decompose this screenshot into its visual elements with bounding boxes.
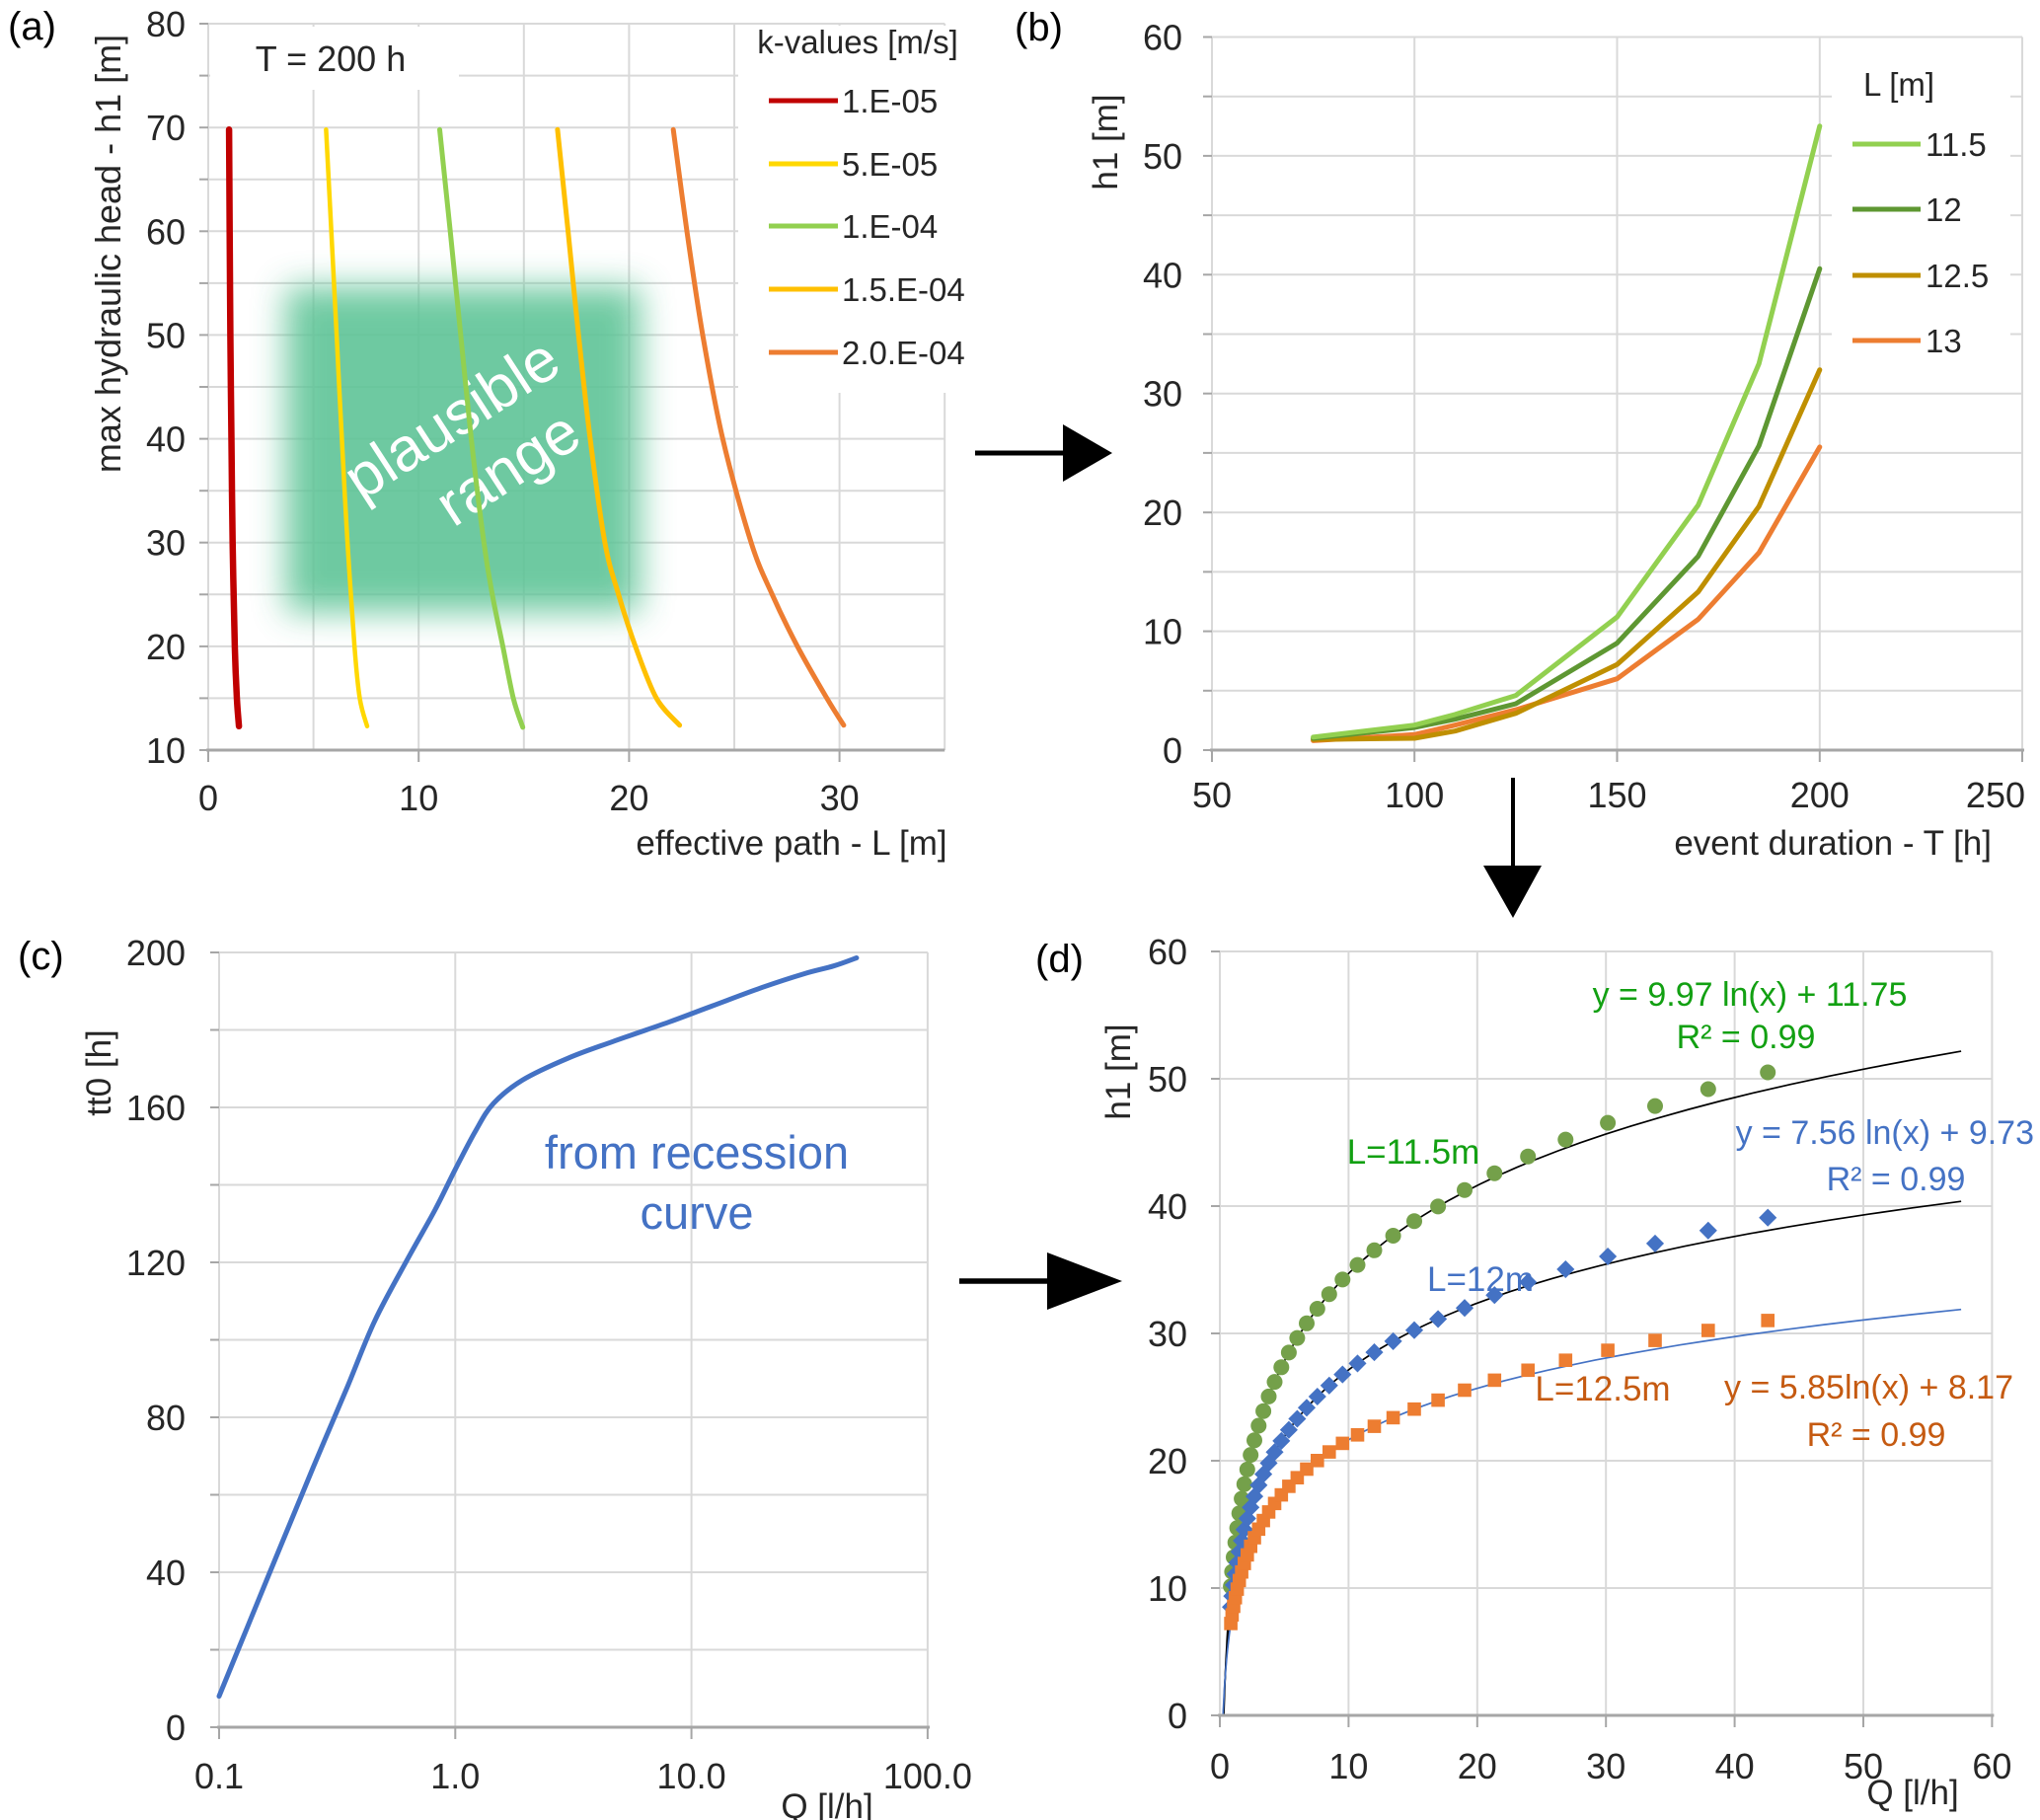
svg-text:curve: curve <box>641 1186 754 1239</box>
svg-text:12.5: 12.5 <box>1926 258 1989 294</box>
svg-text:50: 50 <box>1844 1746 1883 1786</box>
svg-text:60: 60 <box>1143 18 1182 58</box>
svg-text:h1 [m]: h1 [m] <box>1099 1024 1138 1119</box>
svg-text:10: 10 <box>399 778 438 818</box>
svg-text:12: 12 <box>1926 191 1962 228</box>
svg-text:0: 0 <box>198 778 218 818</box>
svg-text:50: 50 <box>1143 136 1182 177</box>
svg-text:200: 200 <box>1790 775 1850 815</box>
svg-text:1.0: 1.0 <box>430 1756 480 1796</box>
svg-text:1.E-04: 1.E-04 <box>842 208 938 245</box>
svg-text:tt0 [h]: tt0 [h] <box>80 1029 118 1116</box>
svg-text:R² = 0.99: R² = 0.99 <box>1677 1019 1816 1056</box>
svg-text:y = 9.97 ln(x) + 11.75: y = 9.97 ln(x) + 11.75 <box>1593 976 1908 1014</box>
svg-text:20: 20 <box>1458 1746 1497 1786</box>
svg-text:effective path - L [m]: effective path - L [m] <box>636 824 946 863</box>
svg-text:10.0: 10.0 <box>657 1756 726 1796</box>
svg-text:40: 40 <box>146 419 186 460</box>
svg-text:40: 40 <box>1148 1186 1187 1227</box>
svg-text:1.E-05: 1.E-05 <box>842 83 938 119</box>
svg-text:10: 10 <box>146 730 186 771</box>
svg-text:160: 160 <box>126 1088 186 1128</box>
svg-text:y = 5.85ln(x) + 8.17: y = 5.85ln(x) + 8.17 <box>1724 1369 2013 1406</box>
svg-text:(d): (d) <box>1035 938 1084 981</box>
svg-text:20: 20 <box>609 778 648 818</box>
svg-text:80: 80 <box>146 4 186 44</box>
svg-text:80: 80 <box>146 1398 186 1438</box>
svg-text:0: 0 <box>166 1707 186 1748</box>
svg-text:30: 30 <box>1148 1314 1187 1354</box>
svg-text:10: 10 <box>1148 1568 1187 1609</box>
svg-text:2.0.E-04: 2.0.E-04 <box>842 335 965 371</box>
svg-text:150: 150 <box>1587 775 1646 815</box>
svg-text:100: 100 <box>1385 775 1444 815</box>
svg-text:50: 50 <box>146 315 186 355</box>
svg-text:10: 10 <box>1328 1746 1368 1786</box>
svg-text:1.5.E-04: 1.5.E-04 <box>842 271 965 308</box>
svg-text:0.1: 0.1 <box>194 1756 244 1796</box>
svg-text:max hydraulic head - h1 [m]: max hydraulic head - h1 [m] <box>88 35 128 473</box>
svg-text:L [m]: L [m] <box>1863 66 1934 103</box>
svg-text:R² = 0.99: R² = 0.99 <box>1807 1416 1946 1454</box>
svg-text:60: 60 <box>1148 932 1187 972</box>
svg-text:h1 [m]: h1 [m] <box>1087 94 1125 190</box>
svg-text:120: 120 <box>126 1243 186 1283</box>
svg-text:13: 13 <box>1926 323 1962 359</box>
svg-text:T = 200 h: T = 200 h <box>256 38 406 79</box>
svg-text:40: 40 <box>1143 255 1182 295</box>
svg-text:R² = 0.99: R² = 0.99 <box>1827 1161 1966 1198</box>
svg-text:200: 200 <box>126 933 186 973</box>
svg-text:50: 50 <box>1192 775 1232 815</box>
svg-text:(c): (c) <box>18 935 64 978</box>
svg-text:Q [l/h]: Q [l/h] <box>1866 1774 1958 1812</box>
svg-text:L=12.5m: L=12.5m <box>1535 1370 1670 1408</box>
svg-text:40: 40 <box>1715 1746 1755 1786</box>
svg-text:event duration - T [h]: event duration - T [h] <box>1674 824 1992 863</box>
svg-text:30: 30 <box>820 778 860 818</box>
svg-text:40: 40 <box>146 1553 186 1593</box>
svg-text:20: 20 <box>146 627 186 667</box>
svg-text:60: 60 <box>1972 1746 2011 1786</box>
svg-text:250: 250 <box>1966 775 2025 815</box>
svg-text:10: 10 <box>1143 612 1182 652</box>
svg-text:5.E-05: 5.E-05 <box>842 146 938 183</box>
svg-text:30: 30 <box>1586 1746 1625 1786</box>
svg-text:k-values [m/s]: k-values [m/s] <box>757 24 958 60</box>
svg-text:20: 20 <box>1143 493 1182 533</box>
svg-text:70: 70 <box>146 108 186 148</box>
svg-text:Q [l/h]: Q [l/h] <box>781 1787 872 1820</box>
svg-text:(b): (b) <box>1015 6 1063 49</box>
svg-text:50: 50 <box>1148 1059 1187 1100</box>
svg-text:L=11.5m: L=11.5m <box>1347 1133 1480 1172</box>
svg-text:(a): (a) <box>8 5 56 48</box>
svg-text:30: 30 <box>1143 374 1182 415</box>
svg-text:L=12m: L=12m <box>1427 1260 1534 1299</box>
svg-text:11.5: 11.5 <box>1926 126 1987 163</box>
svg-text:from recession: from recession <box>545 1126 849 1178</box>
svg-text:y = 7.56 ln(x) + 9.73: y = 7.56 ln(x) + 9.73 <box>1736 1114 2034 1152</box>
svg-text:20: 20 <box>1148 1441 1187 1481</box>
svg-text:100.0: 100.0 <box>883 1756 972 1796</box>
svg-text:0: 0 <box>1163 730 1182 771</box>
svg-text:0: 0 <box>1210 1746 1230 1786</box>
svg-text:30: 30 <box>146 523 186 564</box>
svg-text:60: 60 <box>146 211 186 252</box>
svg-text:0: 0 <box>1168 1696 1187 1736</box>
